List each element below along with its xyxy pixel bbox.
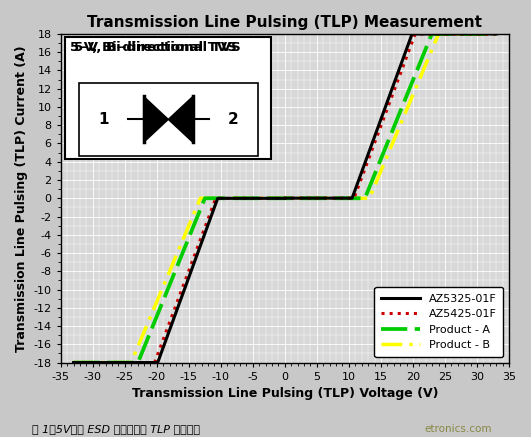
AZ5325-01F (70, 360, 76, 365)
Product - B (70, 360, 76, 365)
AZ5425-01F (70, 360, 76, 365)
FancyBboxPatch shape (65, 37, 271, 159)
AZ5325-01F (143, 360, 150, 365)
Polygon shape (144, 97, 168, 142)
AZ5325-01F (485, 31, 491, 37)
Text: etronics.com: etronics.com (425, 424, 492, 434)
AZ5425-01F (118, 360, 125, 365)
AZ5425-01F (485, 31, 491, 37)
Product - A (143, 338, 150, 343)
Product - A (439, 31, 446, 37)
Product - B (493, 31, 499, 37)
Product - B (118, 360, 125, 365)
Line: Product - B: Product - B (73, 34, 496, 363)
Text: 5-V, Bi-directional TVS: 5-V, Bi-directional TVS (70, 41, 236, 53)
Product - A (70, 360, 76, 365)
Y-axis label: Transmission Line Pulsing (TLP) Current (A): Transmission Line Pulsing (TLP) Current … (15, 45, 28, 352)
Product - B (251, 196, 257, 201)
Product - A (485, 31, 491, 37)
Line: AZ5325-01F: AZ5325-01F (73, 34, 496, 363)
Product - B (485, 31, 491, 37)
Product - B (143, 323, 150, 328)
Product - B (439, 31, 446, 37)
Text: 2: 2 (228, 112, 238, 127)
Text: 1: 1 (98, 112, 108, 127)
Product - B (233, 196, 239, 201)
AZ5425-01F (251, 196, 257, 201)
Product - A (493, 31, 499, 37)
Product - A (251, 196, 257, 201)
Product - A (429, 31, 435, 37)
AZ5325-01F (493, 31, 499, 37)
AZ5325-01F (251, 196, 257, 201)
X-axis label: Transmission Line Pulsing (TLP) Voltage (V): Transmission Line Pulsing (TLP) Voltage … (132, 387, 438, 400)
AZ5425-01F (143, 360, 150, 365)
Text: 图 1：5V双向 ESD 保护组件的 TLP 测试曲线: 图 1：5V双向 ESD 保护组件的 TLP 测试曲线 (32, 424, 200, 434)
AZ5325-01F (118, 360, 125, 365)
Legend: AZ5325-01F, AZ5425-01F, Product - A, Product - B: AZ5325-01F, AZ5425-01F, Product - A, Pro… (374, 287, 503, 357)
Line: AZ5425-01F: AZ5425-01F (73, 34, 496, 363)
Product - B (435, 31, 442, 37)
AZ5325-01F (233, 196, 239, 201)
Text: 5-V, Bi-directional TVS: 5-V, Bi-directional TVS (74, 41, 241, 53)
AZ5425-01F (412, 31, 418, 37)
Line: Product - A: Product - A (73, 34, 496, 363)
Product - A (233, 196, 239, 201)
FancyBboxPatch shape (79, 83, 258, 156)
AZ5425-01F (493, 31, 499, 37)
Product - A (118, 360, 125, 365)
AZ5425-01F (439, 31, 446, 37)
AZ5325-01F (409, 31, 415, 37)
Polygon shape (168, 97, 193, 142)
AZ5425-01F (233, 196, 239, 201)
AZ5325-01F (439, 31, 446, 37)
Title: Transmission Line Pulsing (TLP) Measurement: Transmission Line Pulsing (TLP) Measurem… (88, 15, 482, 30)
